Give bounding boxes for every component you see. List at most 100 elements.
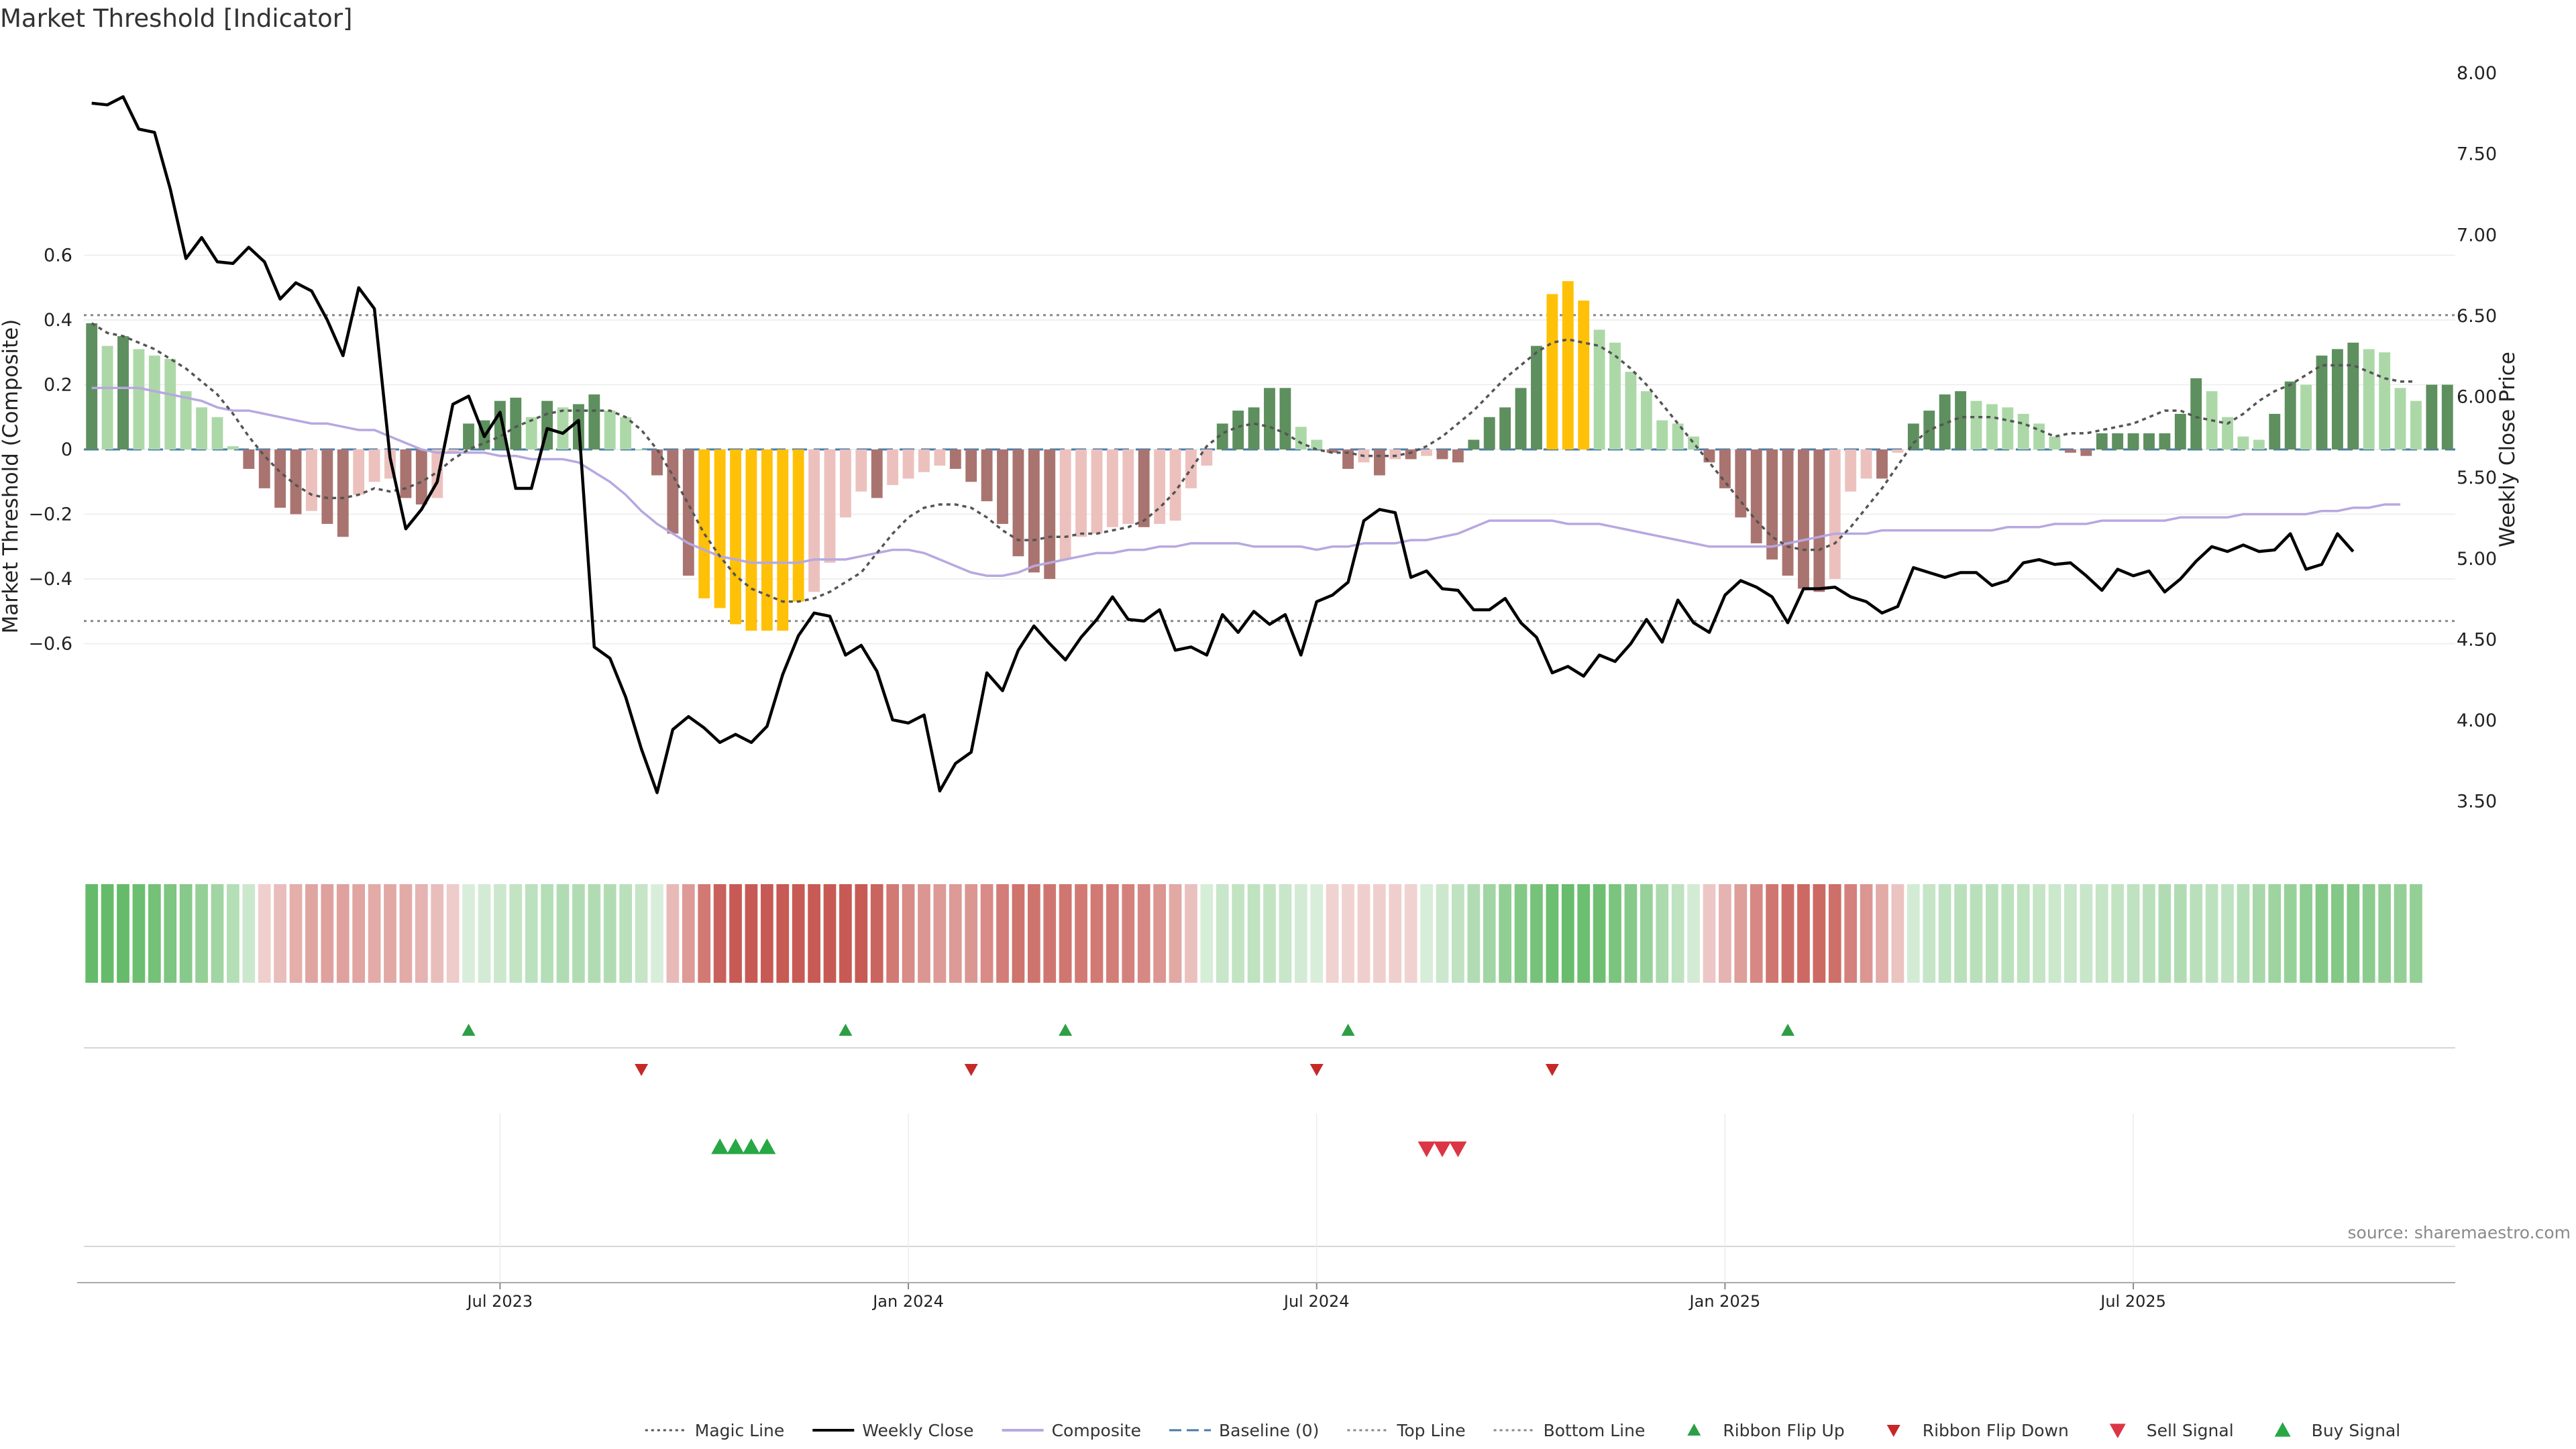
composite-bar xyxy=(196,407,208,449)
ribbon-cell xyxy=(1090,884,1104,983)
composite-bar xyxy=(133,349,145,449)
ribbon-cell xyxy=(1373,884,1386,983)
composite-bar xyxy=(1672,423,1684,449)
composite-bar xyxy=(2441,384,2453,449)
ribbon-cell xyxy=(1734,884,1748,983)
ribbon-cell xyxy=(949,884,962,983)
ribbon-cell xyxy=(132,884,146,983)
right-tick-label: 3.50 xyxy=(2457,792,2497,812)
ribbon-cell xyxy=(2362,884,2375,983)
ribbon-cell xyxy=(556,884,570,983)
ribbon-cell xyxy=(117,884,129,983)
legend-swatch xyxy=(2109,1424,2126,1438)
ribbon-flip-down-marker xyxy=(1309,1064,1324,1076)
ribbon-cell xyxy=(745,884,758,983)
ribbon-cell xyxy=(2033,884,2045,983)
composite-bar xyxy=(274,449,286,508)
ribbon-cell xyxy=(211,884,224,983)
composite-bar xyxy=(1044,449,1056,579)
ribbon-cell xyxy=(1012,884,1025,983)
ribbon-cell xyxy=(179,884,193,983)
ribbon-cell xyxy=(635,884,648,983)
ribbon-cell xyxy=(1923,884,1936,983)
composite-bar xyxy=(1216,423,1228,449)
ribbon-cell xyxy=(1294,884,1307,983)
composite-bar xyxy=(2426,384,2438,449)
composite-bar xyxy=(447,449,459,453)
ribbon-flip-down-marker xyxy=(635,1064,649,1076)
right-tick-label: 4.00 xyxy=(2457,710,2497,731)
ribbon-cell xyxy=(1122,884,1135,983)
composite-bar xyxy=(761,449,773,631)
ribbon-cell xyxy=(651,884,663,983)
composite-bar xyxy=(1876,449,1888,479)
ribbon-cell xyxy=(1059,884,1072,983)
composite-bar xyxy=(667,449,679,534)
buy-signal-marker xyxy=(742,1138,760,1155)
ribbon-cell xyxy=(368,884,381,983)
composite-bar xyxy=(2143,433,2155,449)
right-tick-label: 7.50 xyxy=(2457,144,2497,165)
ribbon-cell xyxy=(1766,884,1779,983)
composite-bar xyxy=(1609,342,1621,449)
ribbon-cell xyxy=(1185,884,1197,983)
ribbon-cell xyxy=(1483,884,1496,983)
composite-bar xyxy=(1939,394,1951,449)
ribbon-cell xyxy=(2205,884,2218,983)
ribbon-cell xyxy=(1828,884,1841,983)
composite-bar xyxy=(353,449,365,495)
ribbon-cell xyxy=(352,884,366,983)
ribbon-cell xyxy=(305,884,318,983)
legend: Magic Line Weekly Close Composite Baseline … xyxy=(645,1421,2400,1440)
ribbon-cell xyxy=(289,884,303,983)
ribbon-cell xyxy=(1719,884,1731,983)
composite-bar xyxy=(1122,449,1134,524)
composite-bar xyxy=(1578,301,1590,449)
ribbon-cell xyxy=(274,884,286,983)
composite-bar xyxy=(1169,449,1181,521)
ribbon-cell xyxy=(823,884,837,983)
composite-bar xyxy=(2237,436,2249,449)
x-tick-label: Jul 2024 xyxy=(1283,1292,1350,1311)
ribbon-cell xyxy=(2268,884,2282,983)
composite-bar xyxy=(2347,342,2359,449)
ribbon-cell xyxy=(1137,884,1150,983)
composite-bar xyxy=(1955,391,1966,449)
composite-bar xyxy=(211,417,223,449)
composite-bar xyxy=(1798,449,1809,589)
composite-bar xyxy=(1845,449,1857,492)
composite-bar xyxy=(510,397,522,449)
ribbon-flip-up-marker xyxy=(1781,1024,1795,1036)
composite-bar xyxy=(1735,449,1747,518)
ribbon-cell xyxy=(713,884,727,983)
composite-bar xyxy=(1546,294,1558,449)
ribbon-cell xyxy=(1593,884,1606,983)
ribbon-cell xyxy=(2143,884,2155,983)
source-note: source: sharemaestro.com xyxy=(2348,1223,2571,1242)
ribbon-cell xyxy=(478,884,491,983)
ribbon-cell xyxy=(494,884,506,983)
ribbon-cell xyxy=(384,884,396,983)
ribbon-cell xyxy=(1609,884,1621,983)
ribbon-cell xyxy=(1954,884,1967,983)
composite-bar xyxy=(2394,388,2406,449)
left-tick-label: 0.4 xyxy=(44,310,72,331)
legend-swatch xyxy=(1687,1424,1701,1436)
legend-label: Weekly Close xyxy=(862,1421,973,1440)
ribbon-cell xyxy=(2017,884,2030,983)
ribbon-cell xyxy=(1844,884,1858,983)
composite-bar xyxy=(306,449,317,511)
ribbon-cell xyxy=(1106,884,1119,983)
left-axis-label: Market Threshold (Composite) xyxy=(0,319,23,634)
composite-bar xyxy=(243,449,255,469)
ribbon-cell xyxy=(258,884,271,983)
ribbon-cell xyxy=(101,884,114,983)
composite-bar xyxy=(2284,381,2296,449)
composite-bar xyxy=(1436,449,1448,460)
legend-label: Ribbon Flip Down xyxy=(1923,1421,2069,1440)
ribbon-cell xyxy=(2111,884,2125,983)
composite-bar xyxy=(902,449,914,479)
ribbon-cell xyxy=(603,884,616,983)
ribbon-cell xyxy=(808,884,820,983)
composite-bar xyxy=(1059,449,1071,560)
